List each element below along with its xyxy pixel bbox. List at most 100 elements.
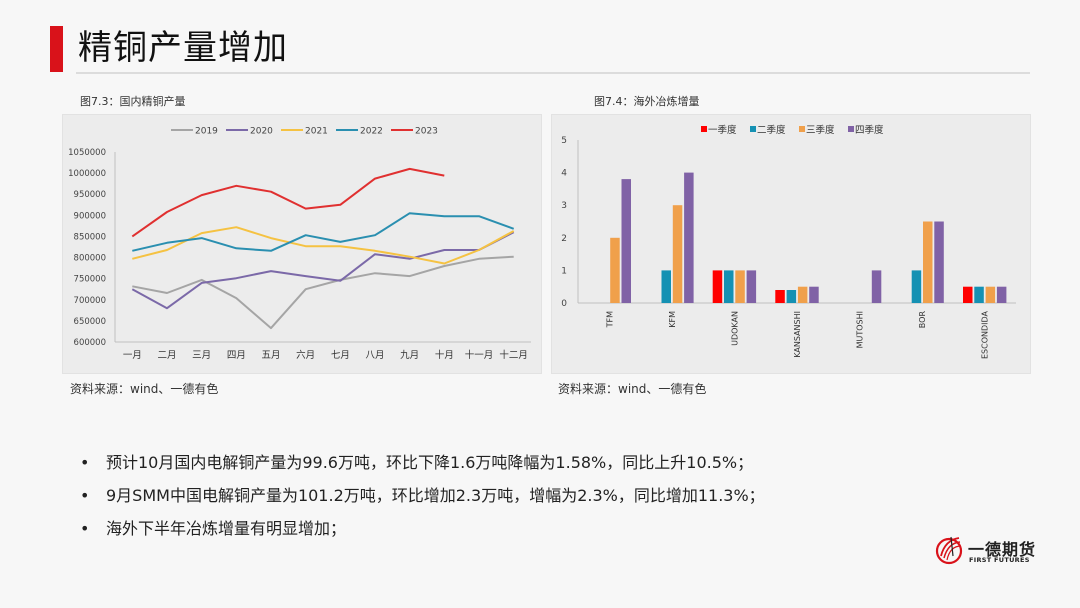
bar-ESCONDIDA-二季度 [974,286,984,303]
bar-ESCONDIDA-三季度 [985,286,996,303]
y-tick-label: 650000 [74,317,106,327]
legend-swatch [701,126,707,132]
x-tick-label: 九月 [400,349,419,361]
bar-UDOKAN-三季度 [735,270,745,303]
x-tick-label: 八月 [365,350,384,361]
y-tick-label: 600000 [74,338,106,348]
title-divider [76,72,1030,74]
legend-item-2019: 2019 [171,127,218,137]
legend-item-三季度: 三季度 [799,124,835,136]
y-tick-label: 1000000 [68,169,106,179]
bar-KANSANSHI-一季度 [775,290,785,303]
line-chart-domestic-copper: 600000 650000 700000 750000 800000 850000 9000… [62,114,542,374]
bar-UDOKAN-四季度 [746,270,757,303]
y-tick-label: 950000 [74,190,106,200]
bullet-text: 9月SMM中国电解铜产量为101.2万吨，环比增加2.3万吨，增幅为2.3%，同… [106,486,765,505]
x-tick-label: 一月 [123,350,142,361]
y-tick-label: 700000 [74,296,106,306]
bar-ESCONDIDA-四季度 [996,286,1007,303]
x-tick-label: 三月 [192,350,211,361]
bullet-list: • 预计10月国内电解铜产量为99.6万吨，环比下降1.6万吨降幅为1.58%，同… [78,446,765,545]
series-line-2021 [132,226,515,265]
bar-KANSANSHI-二季度 [786,290,797,303]
y-tick-label: 0 [561,299,567,309]
x-tick-label: MUTOSHI [856,311,865,348]
y-tick-label: 2 [561,234,567,244]
bar-KFM-四季度 [684,172,694,303]
legend-label: 2019 [195,127,218,137]
bullet-text: 海外下半年冶炼增量有明显增加； [106,519,347,538]
x-tick-label: TFM [605,311,614,328]
bar-chart-overseas-smelting: 0 1 2 3 4 5 TFM KFM UDOKAN KANSANSHI MUTOSHI BOR ESC… [551,114,1031,374]
bullet-item: • 9月SMM中国电解铜产量为101.2万吨，环比增加2.3万吨，增幅为2.3%，… [78,479,765,512]
bullet-text: 预计10月国内电解铜产量为99.6万吨，环比下降1.6万吨降幅为1.58%，同比… [106,453,754,472]
bar-UDOKAN-二季度 [724,270,734,303]
right-figure-source: 资料来源：wind、一德有色 [558,382,707,396]
legend-item-2022: 2022 [336,127,383,137]
right-figure-caption: 图7.4：海外冶炼增量 [594,95,700,108]
x-tick-label: BOR [918,311,927,329]
y-tick-label: 800000 [74,254,106,264]
legend-item-2020: 2020 [226,127,273,137]
bar-ESCONDIDA-一季度 [963,286,973,303]
bullet-item: • 海外下半年冶炼增量有明显增加； [78,512,765,545]
y-tick-label: 4 [561,169,567,179]
company-logo: 一德期货 FIRST FUTURES [935,534,1045,570]
bullet-item: • 预计10月国内电解铜产量为99.6万吨，环比下降1.6万吨降幅为1.58%，同… [78,446,765,479]
legend-item-二季度: 二季度 [750,124,786,136]
logo-name-cn: 一德期货 [968,540,1037,559]
legend-item-一季度: 一季度 [701,124,737,136]
bar-BOR-三季度 [923,221,933,303]
legend-label: 2021 [305,127,328,137]
line-chart-svg: 600000 650000 700000 750000 800000 850000 9000… [68,127,531,361]
x-tick-label: 十一月 [465,349,494,361]
bar-BOR-二季度 [911,270,922,303]
title-accent-bar [50,26,63,72]
bar-KANSANSHI-四季度 [809,286,819,303]
legend-item-四季度: 四季度 [848,124,884,136]
legend-swatch [799,126,805,132]
legend-item-2021: 2021 [281,127,328,137]
logo-name-en: FIRST FUTURES [969,556,1030,564]
y-tick-label: 1050000 [68,148,106,158]
bullet-dot: • [80,519,90,538]
bar-KFM-三季度 [672,205,683,303]
bar-TFM-三季度 [610,237,620,303]
legend-label: 二季度 [757,124,786,136]
bullet-dot: • [80,486,90,505]
legend-label: 一季度 [708,124,737,136]
bar-UDOKAN-一季度 [712,270,723,303]
legend-label: 三季度 [806,124,835,136]
y-tick-label: 850000 [74,232,106,242]
legend-label: 四季度 [855,124,884,136]
y-tick-label: 1 [561,266,567,276]
y-tick-label: 3 [561,201,567,211]
bar-KANSANSHI-三季度 [797,286,808,303]
y-tick-label: 900000 [74,211,106,221]
bar-TFM-四季度 [621,179,631,303]
bar-MUTOSHI-四季度 [871,270,882,303]
legend-swatch [750,126,756,132]
series-line-2022 [132,212,515,252]
left-figure-caption: 图7.3：国内精铜产量 [80,95,186,108]
x-tick-label: ESCONDIDA [981,310,990,359]
bullet-dot: • [80,453,90,472]
legend-label: 2023 [415,127,438,137]
x-tick-label: 五月 [261,350,280,361]
x-tick-label: KANSANSHI [793,311,802,358]
legend-item-2023: 2023 [391,127,438,137]
left-figure-source: 资料来源：wind、一德有色 [70,382,219,396]
x-tick-label: 四月 [227,350,246,361]
bar-BOR-四季度 [934,221,944,303]
x-tick-label: 二月 [157,350,176,361]
legend-label: 2020 [250,127,273,137]
x-tick-label: 七月 [331,350,350,361]
x-tick-label: KFM [668,311,677,328]
series-line-2019 [132,255,514,330]
series-line-2023 [131,167,445,238]
x-tick-label: 十月 [435,349,454,361]
bar-KFM-二季度 [661,270,671,303]
legend-label: 2022 [360,127,383,137]
logo-emblem-icon [935,536,963,565]
y-tick-label: 750000 [74,275,106,285]
